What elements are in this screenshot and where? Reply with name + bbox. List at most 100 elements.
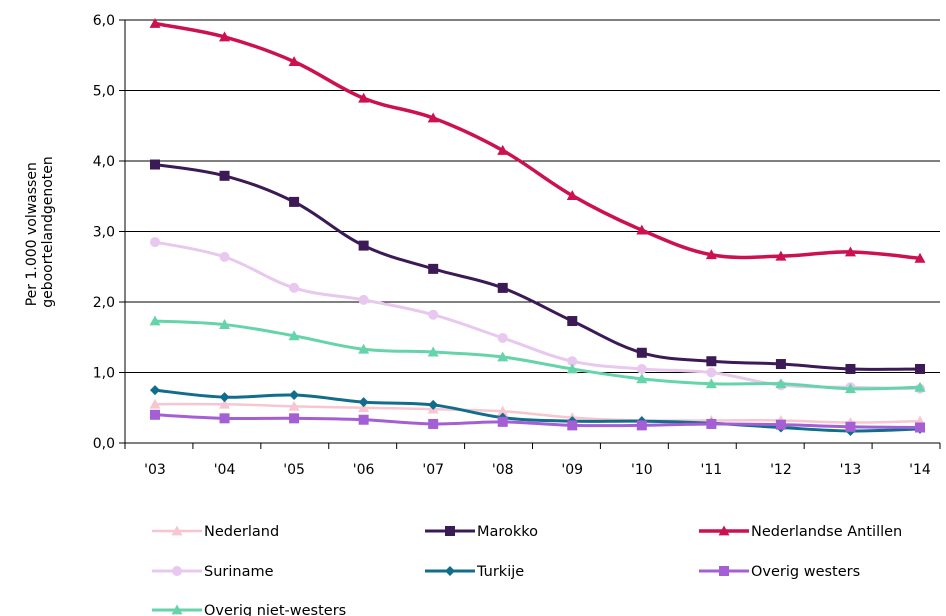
x-tick-label: '07 bbox=[422, 462, 444, 478]
data-point-triangle bbox=[705, 249, 717, 260]
data-point-circle bbox=[150, 237, 160, 248]
data-point-triangle bbox=[636, 224, 648, 235]
legend-label: Marokko bbox=[477, 524, 538, 540]
data-point-square bbox=[845, 421, 856, 432]
data-point-triangle bbox=[358, 402, 370, 413]
legend-label: Nederland bbox=[204, 524, 279, 540]
series-line bbox=[153, 413, 922, 429]
series-line bbox=[153, 240, 922, 391]
data-point-triangle bbox=[288, 56, 300, 66]
data-point-square bbox=[428, 263, 439, 274]
data-point-triangle bbox=[219, 398, 231, 409]
data-point-square bbox=[636, 420, 647, 431]
y-tick-label: 6,0 bbox=[93, 13, 115, 29]
legend-item: Nederlandse Antillen bbox=[699, 524, 902, 540]
x-tick-label: '06 bbox=[353, 462, 375, 478]
x-tick-label: '10 bbox=[631, 462, 653, 478]
legend-label: Overig westers bbox=[751, 564, 860, 580]
data-point-diamond bbox=[445, 566, 455, 576]
data-point-circle bbox=[706, 367, 717, 378]
data-point-square bbox=[219, 170, 230, 181]
data-point-square bbox=[775, 419, 786, 430]
data-point-square bbox=[567, 420, 578, 431]
data-point-triangle bbox=[636, 373, 648, 384]
data-point-triangle bbox=[288, 400, 300, 411]
legend-item: Overig niet-westers bbox=[152, 603, 346, 616]
series-marokko bbox=[150, 159, 925, 374]
y-axis-label: Per 1.000 volwassen geboortelandgenoten bbox=[24, 156, 56, 308]
y-tick-label: 0,0 bbox=[93, 436, 115, 452]
data-point-diamond bbox=[358, 397, 369, 408]
x-tick-labels: '03 '04 '05 '06 '07 '08 '09 '10 '11 '12 '13 '14 bbox=[144, 462, 931, 478]
data-point-triangle bbox=[427, 346, 439, 357]
data-point-circle bbox=[289, 282, 300, 293]
data-point-triangle bbox=[775, 250, 787, 261]
data-point-triangle bbox=[844, 383, 856, 394]
legend-item: Turkije bbox=[425, 564, 524, 580]
y-tick-label: 2,0 bbox=[93, 295, 115, 311]
data-point-triangle bbox=[705, 378, 717, 389]
data-point-triangle bbox=[288, 330, 300, 341]
data-point-triangle bbox=[775, 378, 787, 389]
data-point-diamond bbox=[150, 385, 160, 396]
legend-label: Suriname bbox=[204, 564, 274, 580]
data-point-circle bbox=[428, 309, 439, 320]
series-overig-westers bbox=[150, 409, 925, 433]
series-line bbox=[153, 163, 922, 371]
data-point-circle bbox=[172, 566, 182, 576]
y-axis-label-line-2: geboortelandgenoten bbox=[40, 156, 56, 308]
series-line bbox=[153, 319, 922, 391]
data-point-square bbox=[706, 418, 717, 429]
y-axis-label-line-1: Per 1.000 volwassen bbox=[24, 162, 40, 306]
x-tick-label: '05 bbox=[283, 462, 305, 478]
data-point-square bbox=[289, 413, 300, 424]
data-point-square bbox=[567, 316, 578, 327]
data-point-triangle bbox=[358, 92, 370, 103]
legend-label: Nederlandse Antillen bbox=[751, 524, 902, 540]
gridlines bbox=[119, 19, 940, 444]
data-point-circle bbox=[567, 356, 578, 367]
data-point-square bbox=[289, 196, 300, 207]
data-point-square bbox=[706, 356, 717, 367]
data-point-diamond bbox=[289, 390, 300, 401]
x-tick-label: '09 bbox=[561, 462, 583, 478]
series-line bbox=[153, 21, 922, 261]
data-point-triangle bbox=[219, 31, 231, 42]
data-point-triangle bbox=[171, 604, 183, 615]
data-point-diamond bbox=[219, 392, 230, 403]
data-point-triangle bbox=[219, 319, 231, 329]
data-point-square bbox=[358, 240, 369, 251]
series-overig-niet-westers bbox=[149, 315, 926, 394]
x-tick-label: '11 bbox=[701, 462, 723, 478]
data-point-triangle bbox=[149, 315, 161, 326]
y-tick-label: 4,0 bbox=[93, 154, 115, 170]
data-point-square bbox=[445, 526, 455, 536]
x-tick-label: '03 bbox=[144, 462, 166, 478]
data-point-triangle bbox=[427, 112, 439, 123]
data-point-square bbox=[775, 359, 786, 370]
data-point-square bbox=[150, 409, 160, 420]
series-suriname bbox=[150, 237, 925, 394]
x-tick-label: '08 bbox=[492, 462, 514, 478]
data-point-circle bbox=[497, 332, 508, 343]
data-point-square bbox=[497, 282, 508, 293]
data-point-triangle bbox=[497, 405, 509, 416]
data-point-square bbox=[358, 414, 369, 425]
data-point-square bbox=[636, 347, 647, 358]
y-tick-label: 5,0 bbox=[93, 84, 115, 100]
x-tick-label: '13 bbox=[840, 462, 862, 478]
data-point-triangle bbox=[566, 190, 578, 200]
series-nederlandse-antillen bbox=[149, 18, 926, 263]
data-point-triangle bbox=[914, 252, 926, 263]
data-point-triangle bbox=[718, 525, 730, 536]
legend-label: Overig niet-westers bbox=[204, 603, 346, 616]
data-point-circle bbox=[219, 251, 230, 262]
data-point-circle bbox=[636, 363, 647, 374]
data-point-triangle bbox=[149, 398, 161, 409]
x-axis bbox=[124, 20, 941, 449]
legend-item: Nederland bbox=[152, 524, 279, 540]
data-point-circle bbox=[358, 294, 369, 305]
data-point-diamond bbox=[428, 399, 439, 410]
data-point-square bbox=[497, 416, 508, 427]
data-point-square bbox=[150, 159, 160, 170]
